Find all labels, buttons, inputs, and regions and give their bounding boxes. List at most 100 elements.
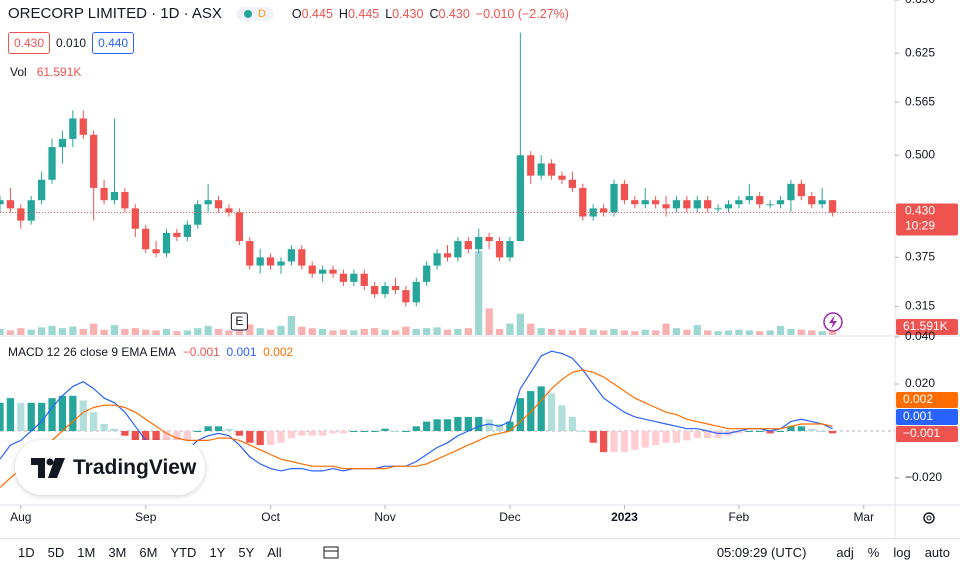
- candle-body: [714, 208, 722, 210]
- candle-body: [183, 224, 191, 237]
- volume-bar: [579, 328, 587, 335]
- volume-bar: [391, 330, 400, 335]
- histogram-bar: [183, 431, 191, 441]
- x-tick-label: Feb: [729, 510, 750, 524]
- candle-body: [37, 179, 46, 201]
- ohlc-value: 0.445: [301, 6, 333, 21]
- symbol[interactable]: ORECORP LIMITED · 1D · ASX: [8, 5, 222, 22]
- histogram-bar: [443, 419, 452, 432]
- option-list: adj% log auto: [836, 545, 950, 560]
- histogram-bar: [298, 431, 306, 436]
- candle-body: [27, 200, 35, 221]
- volume-bar: [423, 328, 431, 335]
- y-tick-label: 0.040: [905, 329, 935, 343]
- histogram-bar: [454, 416, 462, 432]
- chart: 0.690 0.625 0.565 0.500 0.375 0.315 Aug Sep Oct N…: [0, 0, 960, 538]
- last-price-label: 0.430: [905, 204, 935, 218]
- settings-icon[interactable]: [923, 512, 935, 524]
- status-badge[interactable]: D: [235, 6, 274, 21]
- range-button[interactable]: 1Y: [209, 544, 226, 560]
- candle-body: [17, 208, 25, 221]
- candle-body: [381, 285, 389, 295]
- ohlc-key: H: [338, 6, 348, 21]
- ohlc-key: O: [291, 6, 302, 21]
- volume-bar: [381, 329, 389, 335]
- range-button[interactable]: 5D: [47, 544, 65, 560]
- range-button[interactable]: 6M: [139, 544, 158, 560]
- candle-body: [527, 155, 535, 176]
- option-button[interactable]: auto: [924, 544, 950, 560]
- calendar-icon[interactable]: [322, 544, 342, 560]
- volume-bar: [58, 328, 67, 335]
- ohlc-value: 0.430: [392, 6, 424, 21]
- volume-bar: [714, 331, 722, 335]
- range-button[interactable]: 5Y: [238, 544, 255, 560]
- volume-bar: [79, 328, 87, 335]
- histogram-bar: [527, 391, 535, 432]
- histogram-bar: [714, 431, 722, 439]
- clock[interactable]: 05:09:29 (UTC): [716, 544, 807, 560]
- histogram-bar: [568, 416, 577, 432]
- volume-bar: [90, 323, 98, 335]
- volume-bar: [808, 330, 816, 335]
- histogram-bar: [558, 405, 566, 432]
- candle-body: [173, 232, 181, 237]
- buy-button[interactable]: 0.440: [92, 32, 135, 54]
- candle-body: [766, 204, 774, 206]
- watermark[interactable]: TradingView: [15, 440, 205, 495]
- volume-label: Vol: [10, 65, 27, 79]
- histogram-bar: [797, 426, 805, 432]
- event-marker-box: [230, 312, 248, 331]
- volume-bar: [339, 329, 348, 335]
- histogram-bar: [787, 426, 795, 432]
- candle-body: [402, 290, 410, 303]
- histogram-bar: [672, 431, 681, 443]
- ohlc-value: 0.430: [438, 6, 470, 21]
- histogram-bar: [735, 431, 743, 434]
- volume-bar: [6, 330, 15, 335]
- volume-bar: [547, 328, 556, 335]
- histogram-bar: [641, 431, 649, 448]
- histogram-bar: [547, 393, 556, 432]
- volume-bar: [589, 329, 597, 335]
- histogram-bar: [579, 431, 587, 433]
- y-tick-label: 0.690: [905, 0, 935, 6]
- histogram-bar: [662, 431, 670, 443]
- volume-value: 61.591K: [36, 65, 82, 79]
- histogram-bar: [69, 395, 77, 432]
- candle-body: [69, 118, 77, 139]
- volume-bar: [17, 328, 25, 335]
- sell-button[interactable]: 0.430: [8, 32, 51, 54]
- logo: [31, 457, 65, 478]
- histogram-bar: [17, 402, 25, 432]
- volume-bar: [235, 327, 244, 335]
- x-tick-label: Sep: [135, 510, 157, 524]
- candle-body: [599, 208, 608, 213]
- volume-bar: [173, 331, 181, 335]
- range-button[interactable]: 3M: [108, 544, 127, 560]
- hist-value: −0.001: [182, 345, 220, 359]
- histogram-bar: [704, 431, 712, 439]
- range-list: 1D 5D 1M 3M 6M YTD 1Y 5Y All: [18, 545, 282, 560]
- x-tick-label: Dec: [499, 510, 520, 524]
- histogram-bar: [235, 431, 244, 436]
- histogram-bar: [485, 419, 493, 432]
- candle-body: [756, 196, 764, 205]
- range-button[interactable]: All: [267, 544, 282, 560]
- candle-body: [391, 285, 400, 291]
- volume-bar: [735, 329, 743, 335]
- histogram-bar: [121, 431, 129, 436]
- alert-icon[interactable]: [823, 312, 843, 332]
- histogram-bar: [828, 431, 837, 434]
- histogram-bar: [0, 402, 4, 432]
- option-button[interactable]: adj: [836, 544, 854, 560]
- range-button[interactable]: YTD: [170, 544, 197, 560]
- range-button[interactable]: 1D: [18, 544, 35, 560]
- candle-body: [6, 200, 15, 209]
- option-button[interactable]: log: [893, 544, 911, 560]
- volume-bar: [454, 328, 462, 335]
- histogram-bar: [79, 400, 87, 432]
- range-button[interactable]: 1M: [77, 544, 96, 560]
- option-button[interactable]: %: [867, 544, 880, 560]
- volume-bar: [194, 328, 202, 335]
